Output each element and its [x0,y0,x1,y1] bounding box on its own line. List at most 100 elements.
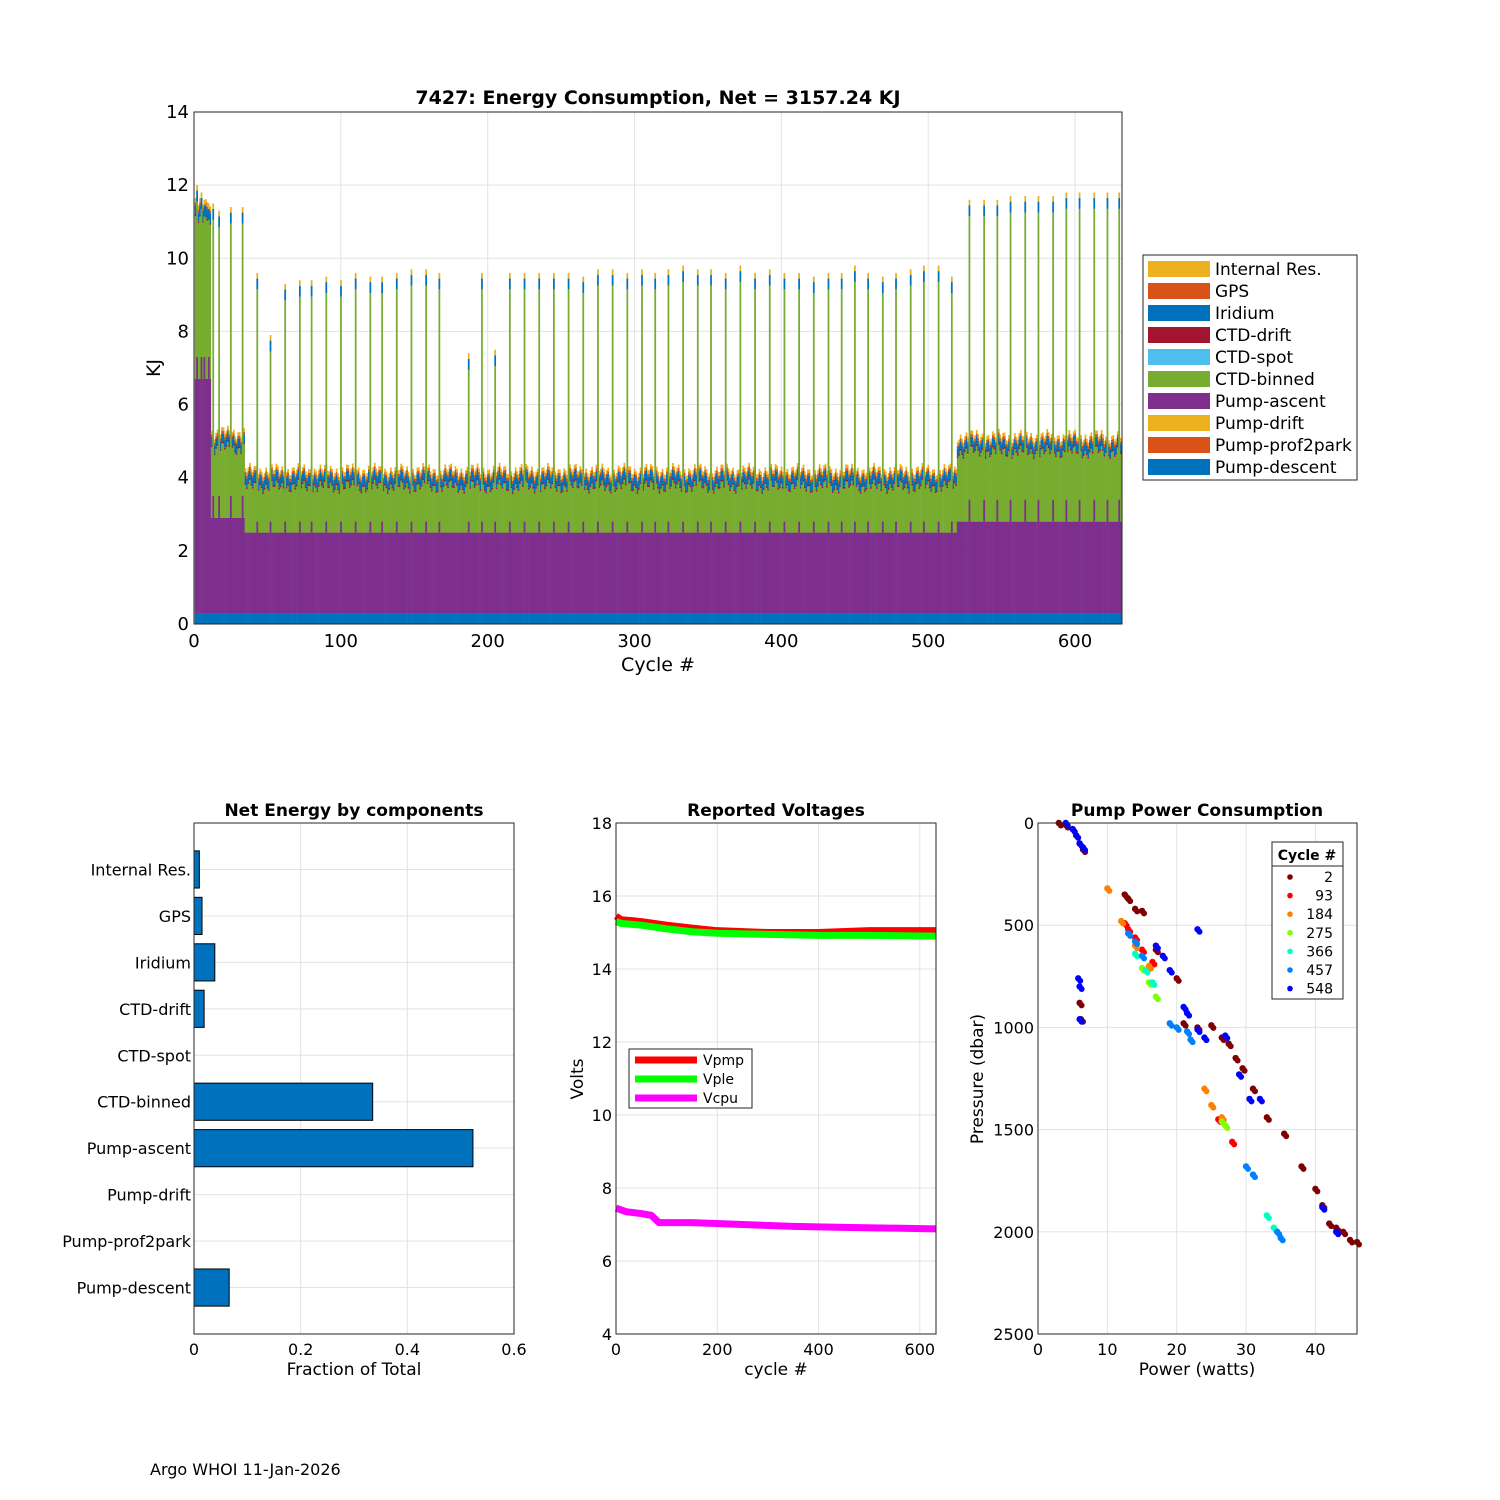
top-bar-segment [420,473,423,476]
top-bar-segment [532,486,535,489]
top-bar-segment [931,475,934,485]
top-bar-segment [356,532,359,614]
top-bar-segment [1053,613,1056,624]
top-bar-segment [323,532,326,614]
top-bar-segment [1083,613,1085,624]
top-bar-segment [757,613,759,624]
top-bar-segment [986,452,988,522]
top-bar-segment [815,491,818,533]
top-bar-segment [1118,521,1121,614]
top-bar-segment [306,613,309,624]
top-bar-segment [633,485,636,533]
top-bar-segment [999,440,1002,449]
top-bar-segment [569,613,571,624]
top-bar-segment [347,532,350,614]
top-bar-segment [373,466,376,470]
top-bar-segment [278,532,281,614]
top-bar-segment [646,532,649,614]
top-bar-segment [307,475,310,484]
top-bar-segment [479,474,482,478]
top-bar-segment [343,487,345,490]
top-bar-segment [802,479,805,482]
top-bar-segment [1002,449,1005,522]
top-bar-segment [368,480,370,483]
top-bar-segment [291,532,294,614]
top-bar-segment [359,480,361,490]
top-bar-segment [821,488,824,533]
top-bar-segment [476,467,479,470]
top-bar-segment [519,532,522,614]
top-bar-segment [547,466,549,470]
top-bar-segment [826,487,828,533]
top-bar-segment [199,378,201,614]
top-bar-segment [563,613,566,624]
top-bar-segment [1044,441,1047,450]
top-bar-segment [736,473,739,477]
top-spike-internal [812,276,815,283]
top-bar-segment [962,456,965,459]
top-bar-segment [210,430,213,435]
top-spike-internal [369,276,372,283]
top-bar-segment [501,478,504,487]
top-bar-segment [785,471,787,476]
top-bar-segment [905,532,908,614]
top-bar-segment [348,487,351,533]
top-spike-iridium [1052,201,1055,213]
top-bar-segment [573,613,576,624]
top-bar-segment [244,484,247,533]
top-bar-segment [708,479,711,489]
top-bar-segment [930,532,933,614]
top-bar-segment [832,479,834,483]
top-bar-segment [1006,456,1009,522]
top-bar-segment [1040,439,1043,448]
top-bar-segment [422,469,425,479]
top-bar-segment [1080,441,1082,450]
top-spike-iridium [310,285,313,297]
pump-point-cycle-457 [1175,1026,1182,1033]
top-bar-segment [796,463,799,467]
top-bar-segment [685,493,687,533]
top-bar-segment [679,475,682,478]
top-bar-segment [901,469,903,472]
top-bar-segment [307,485,310,533]
top-bar-segment [792,483,795,533]
top-bar-segment [657,478,660,487]
components-axes-box [193,822,515,1335]
top-bar-segment [717,478,720,487]
top-bar-segment [365,479,367,482]
top-bar-segment [994,437,997,442]
top-bar-segment [1083,521,1085,614]
top-bar-segment [714,487,717,533]
top-spike-ascent [410,521,413,533]
top-bar-segment [1028,451,1031,454]
top-bar-segment [660,613,662,624]
top-bar-segment [958,613,961,624]
top-bar-segment [1109,457,1112,459]
top-bar-segment [1017,445,1019,454]
top-bar-segment [924,613,927,624]
top-bar-segment [271,613,273,624]
top-legend-swatch [1148,283,1210,299]
top-bar-segment [632,478,635,481]
top-bar-segment [630,474,633,478]
top-bar-segment [901,471,903,481]
top-bar-segment [238,448,241,518]
top-bar-segment [379,472,382,482]
top-bar-segment [234,613,237,624]
top-bar-segment [783,532,786,614]
top-bar-segment [848,485,850,488]
top-bar-segment [762,613,765,624]
top-bar-segment [959,448,962,451]
top-bar-segment [260,475,263,478]
top-bar-segment [925,482,928,485]
top-bar-segment [764,482,767,485]
top-bar-segment [858,489,861,492]
top-bar-segment [999,448,1002,451]
top-bar-segment [965,438,968,447]
top-bar-segment [586,613,589,624]
top-bar-segment [1083,439,1085,444]
top-bar-segment [1047,438,1050,447]
top-bar-segment [454,613,457,624]
top-bar-segment [993,613,996,624]
top-bar-segment [908,613,911,624]
